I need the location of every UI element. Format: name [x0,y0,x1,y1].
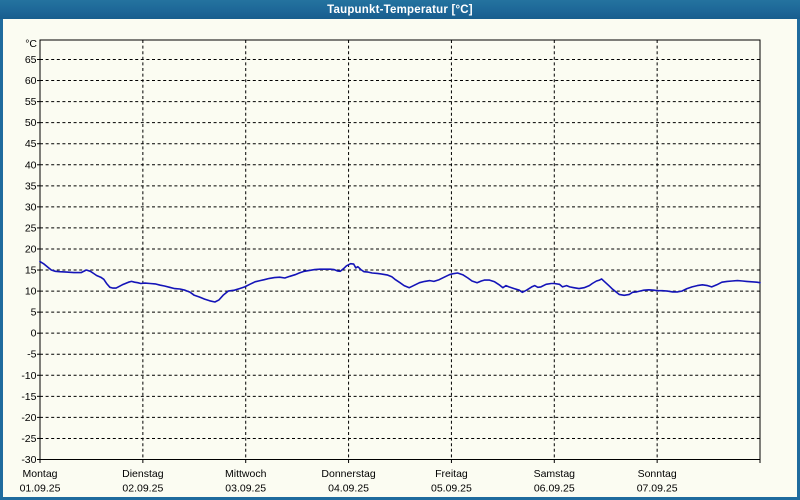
y-tick-label: -10 [21,370,36,382]
temperature-line [39,260,761,303]
y-tick-label: 5 [31,307,37,319]
x-date-label: 03.09.25 [225,483,266,495]
y-tick-label: 65 [25,54,37,66]
y-tick-label: 10 [25,286,37,298]
y-tick-label: -15 [21,391,36,403]
y-axis-unit-label: °C [25,38,37,50]
x-weekday-label: Donnerstag [321,468,375,480]
y-tick-label: -20 [21,412,36,424]
x-date-label: 06.09.25 [534,483,575,495]
y-tick-label: 20 [25,243,37,255]
x-date-label: 04.09.25 [328,483,369,495]
y-tick-label: 0 [31,328,37,340]
x-weekday-label: Dienstag [122,468,164,480]
x-weekday-label: Freitag [435,468,468,480]
x-date-label: 07.09.25 [637,483,678,495]
y-tick-label: -25 [21,433,36,445]
x-weekday-label: Mittwoch [225,468,267,480]
y-tick-label: 30 [25,201,37,213]
y-tick-label: -5 [27,349,36,361]
y-tick-label: 50 [25,117,37,129]
x-weekday-label: Samstag [534,468,576,480]
y-tick-label: -30 [21,454,36,466]
y-tick-label: 15 [25,265,37,277]
x-date-label: 01.09.25 [20,483,61,495]
y-tick-label: 35 [25,180,37,192]
y-tick-label: 60 [25,75,37,87]
plot-frame [39,39,761,460]
window-titlebar: Taupunkt-Temperatur [°C] [0,0,800,19]
window-title: Taupunkt-Temperatur [°C] [327,3,473,16]
y-tick-label: 55 [25,96,37,108]
x-date-label: 02.09.25 [122,483,163,495]
y-tick-label: 25 [25,222,37,234]
x-weekday-label: Montag [22,468,57,480]
x-weekday-label: Sonntag [638,468,677,480]
x-date-label: 05.09.25 [431,483,472,495]
y-tick-label: 45 [25,138,37,150]
y-tick-label: 40 [25,159,37,171]
